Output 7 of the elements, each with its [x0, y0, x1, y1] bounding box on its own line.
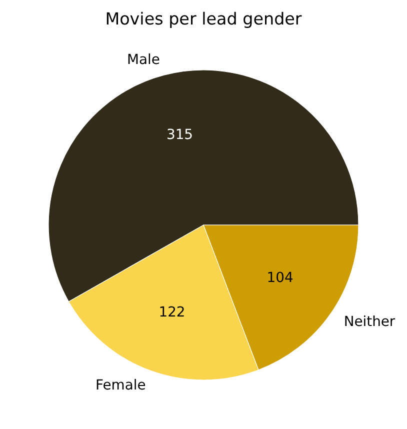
data-label: 104: [266, 270, 294, 286]
data-label: 315: [166, 127, 193, 144]
slice-label: Female: [96, 377, 146, 394]
chart-title: Movies per lead gender: [105, 8, 302, 28]
data-label: 122: [158, 304, 186, 321]
slice-label: Neither: [344, 314, 396, 330]
slice-label: Male: [127, 52, 160, 68]
